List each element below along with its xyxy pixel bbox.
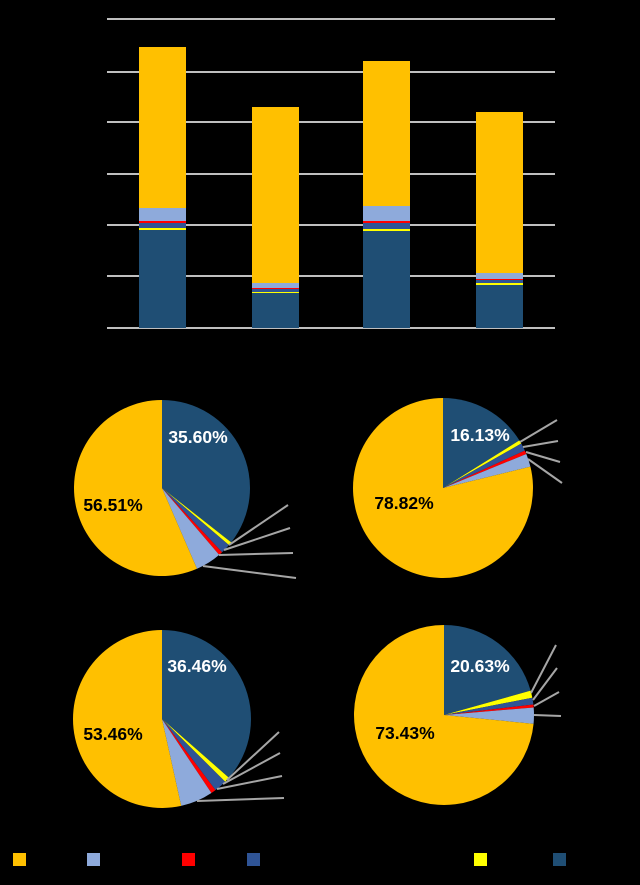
bar-segment-dark-blue: [139, 230, 186, 328]
pie-slice-navy: [443, 443, 525, 488]
bar-segment-red: [363, 221, 410, 223]
pie-slice-red: [162, 719, 216, 794]
bar-segment-yellow: [252, 292, 299, 293]
pie-percent-label: 35.60%: [168, 427, 228, 447]
pie-percent-labels: 35.60% 56.51% 16.13% 78.82% 36.46% 53.46% 20.6…: [83, 425, 510, 744]
leader-line: [228, 504, 289, 546]
bar-segment-gold: [363, 61, 410, 206]
pie-top-left: [73, 400, 251, 576]
bar-segment-periwinkle: [139, 208, 186, 221]
pie-slice-gold: [73, 400, 197, 576]
pie-slice-gold: [353, 398, 533, 578]
leader-line: [530, 644, 557, 694]
bar-segment-gold: [476, 112, 523, 273]
bar-segment-dark-blue: [363, 231, 410, 328]
pie-slice-gold: [353, 625, 534, 805]
bar-segment-gold: [139, 47, 186, 208]
leader-line: [522, 440, 559, 448]
legend-swatch-dark_blue: [553, 853, 566, 866]
stacked-bar-4: [476, 112, 523, 328]
leader-line: [519, 419, 558, 443]
leader-line: [533, 714, 562, 717]
pie-slice-yellow: [162, 719, 229, 782]
leader-line: [533, 691, 560, 707]
pie-percent-label: 78.82%: [374, 493, 434, 513]
stacked-bar-chart: [139, 47, 523, 328]
legend: [13, 853, 566, 866]
pie-slice-gold: [72, 630, 182, 808]
pie-bottom-left: [72, 630, 251, 808]
pie-percent-label: 36.46%: [167, 656, 227, 676]
bar-segment-yellow: [476, 283, 523, 285]
pie-percent-label: 53.46%: [83, 724, 143, 744]
pie-percent-label: 16.13%: [450, 425, 510, 445]
pie-slice-navy: [162, 719, 226, 791]
leader-line: [196, 797, 285, 802]
pie-slice-dark-blue: [443, 398, 520, 488]
pie-slice-yellow: [444, 690, 533, 715]
leader-line: [527, 458, 563, 484]
pie-slice-yellow: [162, 488, 232, 546]
pie-slice-periwinkle: [162, 719, 212, 806]
bar-segment-navy: [476, 280, 523, 283]
pie-slice-red: [162, 488, 223, 555]
pie-leader-lines: [196, 419, 563, 802]
pie-slice-navy: [444, 697, 534, 715]
bar-segment-red: [139, 221, 186, 223]
leader-line: [226, 731, 280, 781]
bar-segment-gold: [252, 107, 299, 283]
leader-line: [532, 667, 558, 701]
leader-line: [525, 451, 561, 463]
bar-segment-red: [476, 279, 523, 280]
bar-segment-periwinkle: [252, 283, 299, 288]
legend-swatch-red: [182, 853, 195, 866]
pie-slice-red: [444, 704, 534, 715]
pie-slice-navy: [162, 488, 229, 553]
pie-percent-label: 20.63%: [450, 656, 510, 676]
legend-swatch-navy: [247, 853, 260, 866]
stacked-bar-1: [139, 47, 186, 328]
bar-segment-dark-blue: [252, 293, 299, 328]
bar-segment-yellow: [363, 229, 410, 231]
pie-slice-red: [443, 450, 527, 488]
stacked-bar-2: [252, 107, 299, 328]
pie-slice-dark-blue: [444, 625, 531, 715]
leader-line: [222, 752, 281, 785]
bar-segment-yellow: [139, 228, 186, 230]
pie-slice-dark-blue: [162, 400, 251, 543]
pie-slice-periwinkle: [444, 707, 534, 724]
pie-slice-yellow: [443, 440, 522, 488]
legend-swatch-gold: [13, 853, 26, 866]
leader-line: [202, 565, 297, 579]
leader-line: [216, 775, 283, 790]
legend-swatch-periwinkle: [87, 853, 100, 866]
bar-segment-navy: [363, 223, 410, 229]
pie-charts: [72, 398, 534, 808]
bar-segment-red: [252, 288, 299, 289]
bar-segment-dark-blue: [476, 285, 523, 328]
pie-bottom-right: [353, 625, 534, 805]
legend-swatch-yellow: [474, 853, 487, 866]
pie-slice-periwinkle: [162, 488, 220, 569]
pie-percent-label: 73.43%: [375, 723, 435, 743]
pie-top-right: [353, 398, 533, 578]
pie-slice-periwinkle: [443, 453, 531, 488]
leader-line: [218, 552, 294, 556]
stacked-bar-3: [363, 61, 410, 328]
bar-segment-periwinkle: [476, 273, 523, 279]
leader-line: [223, 527, 291, 551]
pie-percent-label: 56.51%: [83, 495, 143, 515]
bar-segment-navy: [139, 223, 186, 228]
bar-segment-navy: [252, 289, 299, 292]
bar-segment-periwinkle: [363, 206, 410, 221]
pie-slice-dark-blue: [162, 630, 251, 778]
